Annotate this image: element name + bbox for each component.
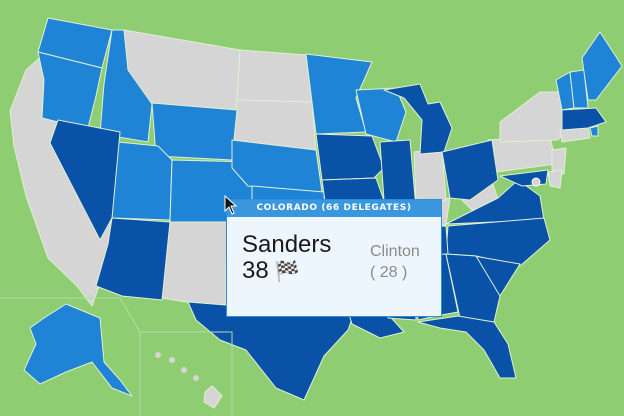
state-nevada[interactable] xyxy=(49,119,121,241)
state-tooltip: COLORADO (66 DELEGATES) Sanders 38 🏁 Clin… xyxy=(226,199,442,317)
state-maine[interactable] xyxy=(581,31,623,101)
state-michigan[interactable] xyxy=(383,83,453,155)
winner-name: Sanders xyxy=(242,231,332,258)
loser-delegates: ( 28 ) xyxy=(370,264,408,281)
loser-block: Clinton ( 28 ) xyxy=(370,241,420,283)
state-indiana[interactable] xyxy=(413,147,447,207)
state-idaho[interactable] xyxy=(99,29,153,143)
tooltip-header: COLORADO (66 DELEGATES) xyxy=(227,200,441,217)
hawaii-island-3[interactable] xyxy=(181,367,187,373)
state-new-mexico[interactable] xyxy=(161,219,229,306)
state-north-dakota[interactable] xyxy=(236,49,313,103)
state-utah[interactable] xyxy=(111,141,173,221)
state-massachusetts[interactable] xyxy=(561,107,607,131)
hawaii-island-2[interactable] xyxy=(169,357,175,363)
state-delaware[interactable] xyxy=(547,169,563,189)
hawaii-island-1[interactable] xyxy=(155,352,161,358)
state-minnesota[interactable] xyxy=(305,53,373,135)
winner-delegates: 38 xyxy=(242,257,269,284)
state-new-york[interactable] xyxy=(499,91,567,143)
state-florida[interactable] xyxy=(417,315,517,379)
state-arizona[interactable] xyxy=(95,217,171,301)
inset-borders xyxy=(0,297,233,416)
state-wyoming[interactable] xyxy=(151,102,238,161)
state-ohio[interactable] xyxy=(441,139,499,201)
state-alaska[interactable] xyxy=(23,303,133,397)
state-georgia[interactable] xyxy=(445,253,501,323)
dc-marker[interactable] xyxy=(531,177,541,187)
checkered-flag-icon: 🏁 xyxy=(274,259,300,283)
winner-block: Sanders 38 🏁 xyxy=(242,232,331,284)
mouse-pointer-icon xyxy=(224,195,238,215)
hawaii-island-4[interactable] xyxy=(193,375,199,381)
state-hawaii-main[interactable] xyxy=(203,385,223,409)
hawaii-islands xyxy=(155,352,199,381)
state-maryland[interactable] xyxy=(499,169,549,187)
state-rhode-island[interactable] xyxy=(589,125,599,137)
loser-name: Clinton xyxy=(370,243,420,260)
state-iowa[interactable] xyxy=(315,133,385,181)
state-wisconsin[interactable] xyxy=(355,87,407,143)
state-new-jersey[interactable] xyxy=(551,147,567,175)
